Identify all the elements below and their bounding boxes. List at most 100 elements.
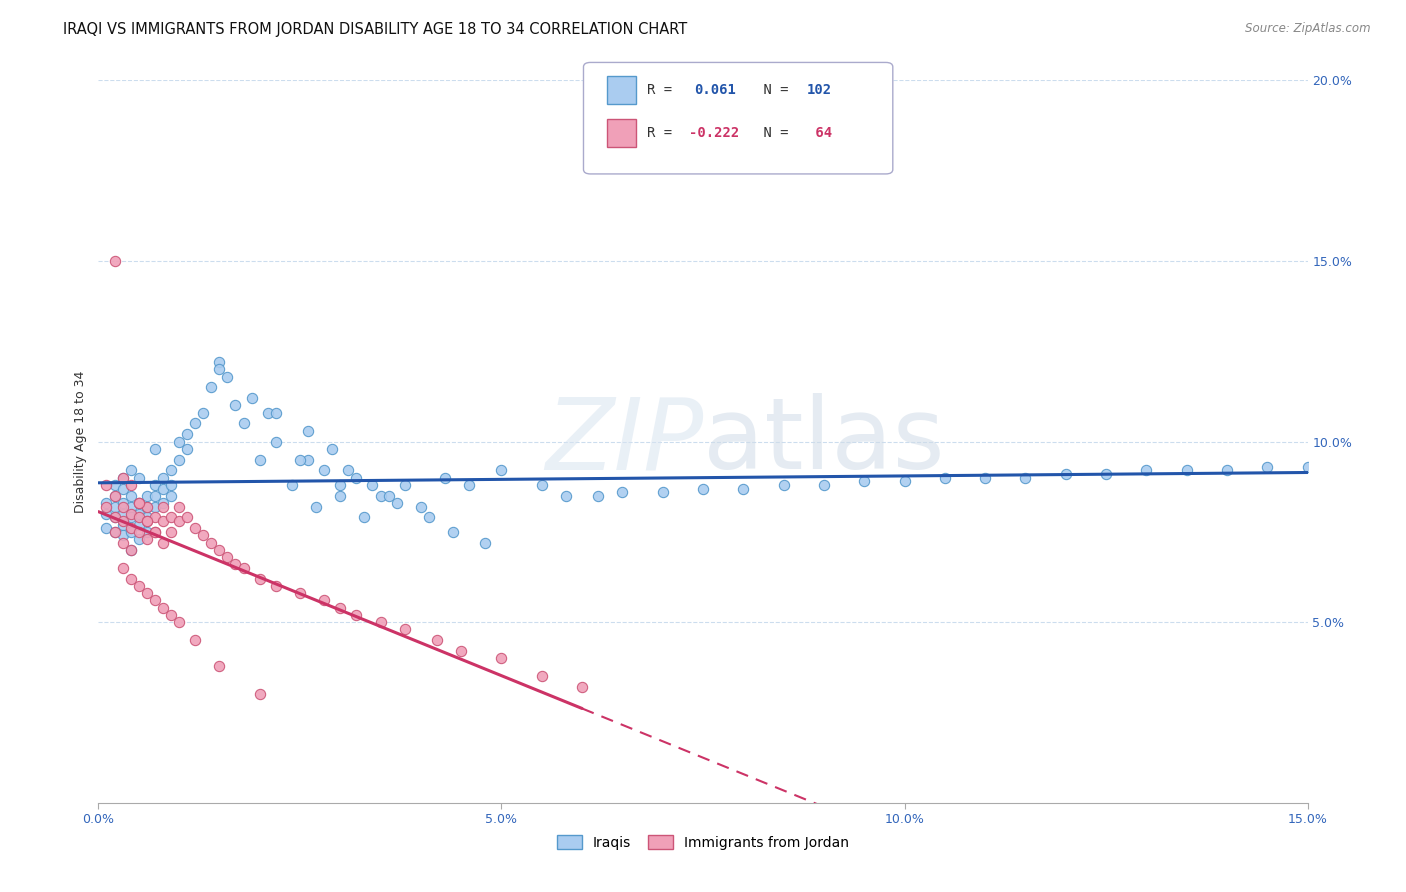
Text: ZIP: ZIP [544,393,703,490]
Point [143,524,166,539]
Point [135,532,157,546]
Point [128,532,150,546]
Point [281,478,304,492]
Point [152,514,174,528]
Point [426,633,449,648]
Text: -0.222: -0.222 [689,126,740,140]
Point [143,524,166,539]
Point [337,463,360,477]
Point [208,542,231,557]
Point [224,398,246,412]
Point [120,524,142,539]
Point [120,500,142,514]
Point [974,471,997,485]
Point [111,471,134,485]
Text: N =: N = [755,83,797,97]
Point [120,542,142,557]
Point [441,524,464,539]
Point [120,489,142,503]
Point [152,496,174,510]
Point [120,510,142,524]
Point [135,500,157,514]
Point [1256,459,1278,474]
Point [249,687,271,701]
Point [361,478,384,492]
Point [434,471,457,485]
Point [418,510,440,524]
Point [96,500,118,514]
Point [555,489,578,503]
Text: 0.061: 0.061 [695,83,737,97]
Point [224,558,246,572]
Point [111,507,134,521]
Point [152,482,174,496]
Point [152,535,174,549]
Point [111,535,134,549]
Point [152,500,174,514]
Point [152,471,174,485]
Point [103,254,125,268]
Point [143,489,166,503]
Point [208,355,231,369]
Point [353,510,375,524]
Point [96,478,118,492]
Point [458,478,481,492]
Point [256,406,278,420]
Point [128,471,150,485]
Point [733,482,755,496]
Point [160,489,183,503]
Point [135,514,157,528]
Point [1054,467,1077,481]
Point [96,496,118,510]
Point [370,489,392,503]
Point [111,496,134,510]
Point [135,514,157,528]
Point [813,478,835,492]
Point [120,463,142,477]
Point [135,586,157,600]
Point [264,406,287,420]
Text: R =: R = [647,126,681,140]
Point [176,442,198,456]
Point [120,507,142,521]
Point [409,500,432,514]
Point [184,633,207,648]
Point [586,489,609,503]
Point [264,579,287,593]
Text: atlas: atlas [703,393,945,490]
Point [377,489,399,503]
Point [385,496,408,510]
Point [103,489,125,503]
Point [612,485,634,500]
Point [288,452,311,467]
Point [143,593,166,607]
Point [217,550,239,565]
Point [103,524,125,539]
Point [530,478,553,492]
Point [394,623,416,637]
Point [111,514,134,528]
Point [128,496,150,510]
Point [160,524,183,539]
Point [1296,459,1319,474]
Point [217,369,239,384]
Point [135,500,157,514]
Point [160,463,183,477]
Point [305,500,328,514]
Point [160,510,183,524]
Point [96,521,118,535]
Text: 102: 102 [807,83,832,97]
Point [344,471,367,485]
Point [160,607,183,622]
Point [128,507,150,521]
Point [249,572,271,586]
Point [128,579,150,593]
Point [530,669,553,683]
Point [135,524,157,539]
Point [329,600,352,615]
Point [143,442,166,456]
Point [200,535,222,549]
Point [167,514,190,528]
Point [450,644,472,658]
Point [232,417,254,431]
